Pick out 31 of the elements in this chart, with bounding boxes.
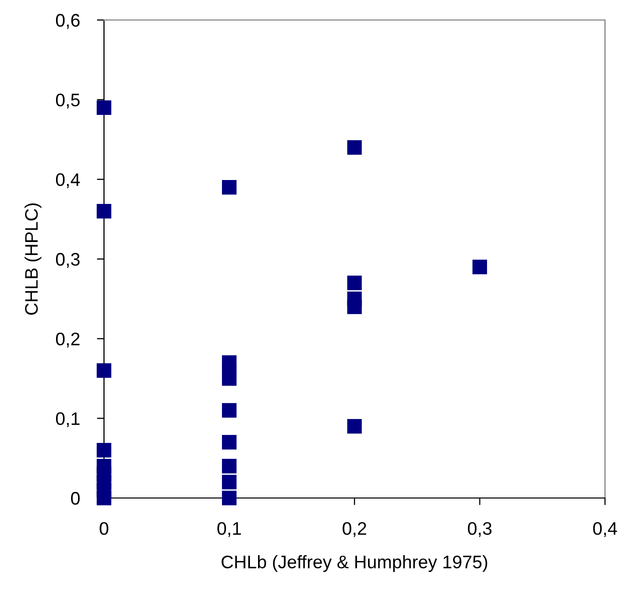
- point: [472, 260, 488, 274]
- point: [222, 180, 237, 195]
- x-axis-title: CHLb (Jeffrey & Humphrey 1975): [222, 555, 488, 572]
- y-tick-label: 0,6: [56, 14, 80, 29]
- x-tick-label: 0,2: [342, 522, 366, 538]
- y-tick-label: 0: [71, 492, 80, 505]
- point: [347, 276, 362, 290]
- y-tick-label: 0,1: [56, 412, 80, 428]
- point: [96, 442, 112, 458]
- point: [222, 371, 237, 386]
- y-tick-label: 0,3: [56, 252, 80, 268]
- point: [222, 403, 237, 418]
- point: [222, 458, 237, 474]
- y-tick-label: 0,5: [56, 94, 80, 109]
- point: [96, 100, 112, 115]
- point: [347, 140, 362, 155]
- x-tick-label: 0,4: [593, 522, 618, 538]
- point: [222, 474, 237, 490]
- y-tick-label: 0,4: [56, 173, 80, 188]
- x-tick-label: 0: [100, 522, 108, 535]
- point: [347, 419, 362, 434]
- x-tick-label: 0,1: [217, 522, 241, 538]
- point: [96, 490, 112, 506]
- point: [96, 363, 112, 378]
- point: [347, 300, 362, 314]
- point: [96, 204, 112, 218]
- point: [222, 434, 237, 450]
- y-axis-title: CHLB (HPLC): [24, 203, 42, 315]
- point: [222, 490, 237, 506]
- y-tick-label: 0,2: [56, 332, 80, 348]
- x-tick-label: 0,3: [468, 522, 492, 538]
